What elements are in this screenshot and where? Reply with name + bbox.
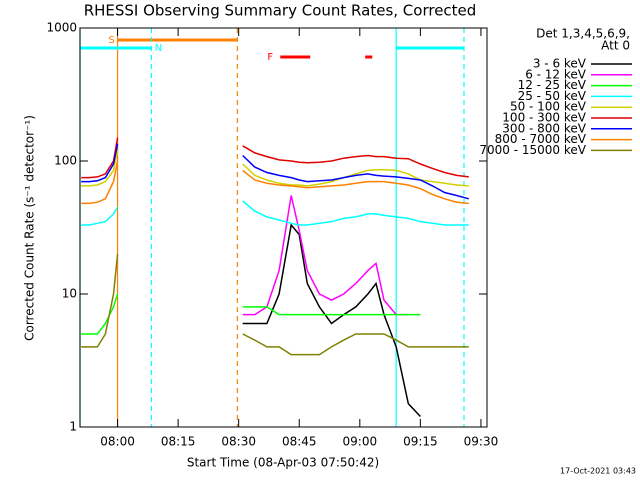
flag-label: F bbox=[267, 52, 273, 63]
x-tick-label: 09:15 bbox=[403, 435, 438, 449]
plot-frame bbox=[79, 27, 488, 428]
flag-label: S bbox=[108, 35, 114, 46]
series-line bbox=[81, 200, 469, 226]
y-axis-label: Corrected Count Rate (s⁻¹ detector⁻¹) bbox=[23, 115, 37, 341]
x-tick-label: 08:00 bbox=[100, 435, 135, 449]
series-line bbox=[81, 253, 469, 356]
x-tick-label: 08:30 bbox=[221, 435, 256, 449]
legend-label: 6 - 12 keV bbox=[525, 67, 587, 81]
chart-title: RHESSI Observing Summary Count Rates, Co… bbox=[84, 2, 477, 20]
y-tick-label: 1 bbox=[69, 420, 77, 434]
legend-title: Det 1,3,4,5,6,9, bbox=[536, 27, 630, 41]
legend-label: 300 - 800 keV bbox=[502, 121, 586, 135]
x-tick-label: 09:00 bbox=[343, 435, 378, 449]
series-line bbox=[81, 150, 469, 187]
x-tick-label: 08:45 bbox=[282, 435, 317, 449]
legend-label: 800 - 7000 keV bbox=[495, 132, 587, 146]
legend-title: Att 0 bbox=[601, 39, 630, 53]
series-line bbox=[81, 143, 469, 200]
y-tick-label: 100 bbox=[54, 154, 77, 168]
flag-label: N bbox=[155, 43, 162, 54]
legend-label: 7000 - 15000 keV bbox=[479, 143, 586, 157]
legend-label: 50 - 100 keV bbox=[510, 100, 587, 114]
legend-label: 100 - 300 keV bbox=[502, 111, 586, 125]
legend-label: 3 - 6 keV bbox=[533, 57, 587, 71]
x-tick-label: 09:30 bbox=[464, 435, 499, 449]
x-axis-label: Start Time (08-Apr-03 07:50:42) bbox=[187, 456, 379, 470]
y-tick-label: 1000 bbox=[46, 21, 77, 35]
series-line bbox=[81, 293, 421, 335]
legend-label: 12 - 25 keV bbox=[518, 78, 587, 92]
x-tick-label: 08:15 bbox=[161, 435, 196, 449]
footer: 17-Oct-2021 03:43 bbox=[560, 467, 636, 476]
series-line bbox=[242, 223, 421, 418]
legend-label: 25 - 50 keV bbox=[518, 89, 587, 103]
series-line bbox=[242, 195, 409, 316]
series-line bbox=[81, 160, 469, 205]
y-tick-label: 10 bbox=[62, 287, 77, 301]
